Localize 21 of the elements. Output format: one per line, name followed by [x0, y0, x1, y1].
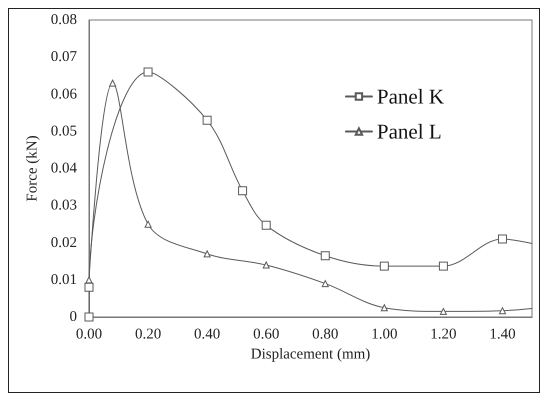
- y-tick-label: 0.01: [50, 272, 77, 288]
- legend-label: Panel L: [376, 120, 442, 144]
- y-axis-title: Force (kN): [24, 135, 40, 202]
- y-tick-label: 0.02: [50, 234, 77, 251]
- y-tick-label: 0.04: [50, 160, 78, 176]
- y-tick-label: 0: [70, 309, 77, 325]
- x-tick-label: 1.00: [371, 326, 398, 342]
- x-tick-label: 0.80: [312, 326, 338, 342]
- legend-label: Panel K: [376, 84, 444, 108]
- x-axis-title: Displacement (mm): [250, 346, 370, 362]
- y-tick-label: 0.07: [50, 49, 78, 66]
- x-tick-label: 0.60: [253, 326, 280, 342]
- y-tick-label: 0.08: [50, 12, 77, 28]
- y-tick-label: 0.06: [50, 86, 78, 102]
- x-tick-label: 0.00: [76, 326, 102, 342]
- x-tick-label: 0.40: [194, 326, 220, 342]
- x-tick-label: 0.20: [134, 326, 162, 342]
- x-tick-label: 1.20: [430, 326, 457, 342]
- y-tick-label: 0.05: [50, 123, 77, 140]
- y-tick-label: 0.03: [50, 198, 77, 214]
- x-tick-label: 1.40: [489, 326, 516, 342]
